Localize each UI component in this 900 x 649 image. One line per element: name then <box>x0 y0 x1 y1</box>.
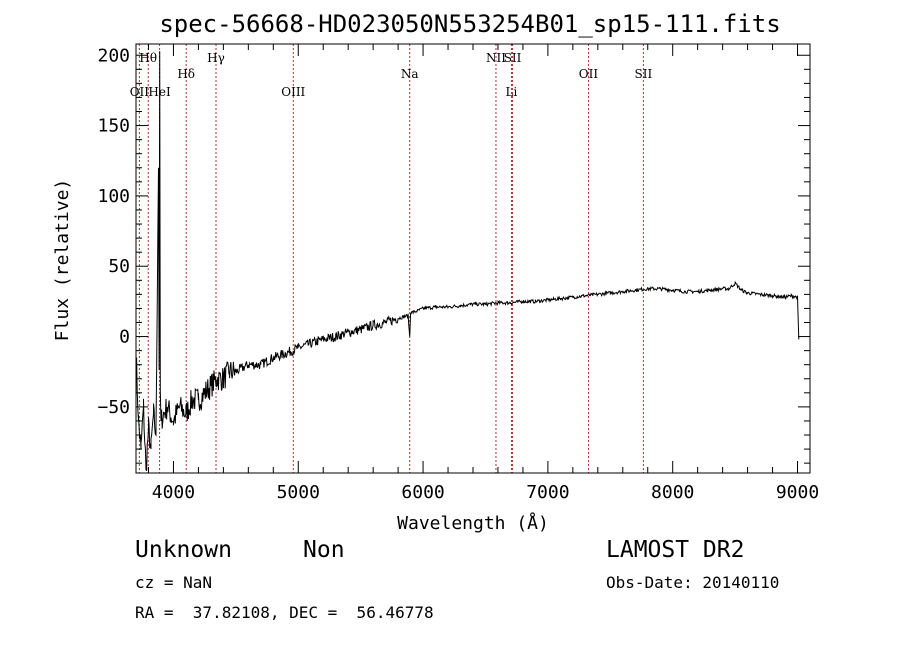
chart-title: spec-56668-HD023050N553254B01_sp15-111.f… <box>159 10 780 38</box>
y-tick-label: 200 <box>97 45 130 66</box>
survey-name: LAMOST DR2 <box>606 537 745 563</box>
spectral-line-label: Na <box>401 67 419 81</box>
spectral-line-label: Li <box>506 85 518 99</box>
obs-date: Obs-Date: 20140110 <box>606 573 780 592</box>
spectral-line-label: SII <box>635 67 653 81</box>
plot-frame <box>135 43 811 474</box>
ra-dec: RA = 37.82108, DEC = 56.46778 <box>135 603 434 622</box>
spectrum-series <box>135 51 800 471</box>
y-tick-label: 150 <box>97 116 130 137</box>
axes: 4000 5000 6000 7000 8000 9000 −50 0 50 100 150 200 <box>97 44 819 503</box>
y-axis-label: Flux (relative) <box>52 179 73 342</box>
x-tick-label: 5000 <box>277 482 320 503</box>
spectral-line-label: Hθ <box>139 51 157 65</box>
y-tick-label: 0 <box>119 327 130 348</box>
object-class: Non <box>303 537 345 563</box>
y-tick-label: −50 <box>97 397 130 418</box>
spectral-line-label: OII <box>579 67 599 81</box>
x-tick-label: 9000 <box>776 482 819 503</box>
redshift-cz: cz = NaN <box>135 573 213 592</box>
x-tick-label: 7000 <box>526 482 569 503</box>
x-tick-label: 6000 <box>401 482 444 503</box>
spectral-line-label: Hδ <box>177 67 195 81</box>
spectral-line-label: Hγ <box>207 51 225 65</box>
spectral-line-label: OIII <box>281 85 305 99</box>
spectral-line-label: NII <box>486 51 506 65</box>
x-tick-label: 4000 <box>152 482 195 503</box>
spectrum-line <box>135 51 800 471</box>
x-tick-label: 8000 <box>651 482 694 503</box>
object-name: Unknown <box>135 537 232 563</box>
y-tick-label: 50 <box>108 256 130 277</box>
spectral-line-label: OII <box>130 85 150 99</box>
x-axis-label: Wavelength (Å) <box>397 512 549 534</box>
spectral-line-label: SII <box>504 51 522 65</box>
y-tick-label: 100 <box>97 186 130 207</box>
